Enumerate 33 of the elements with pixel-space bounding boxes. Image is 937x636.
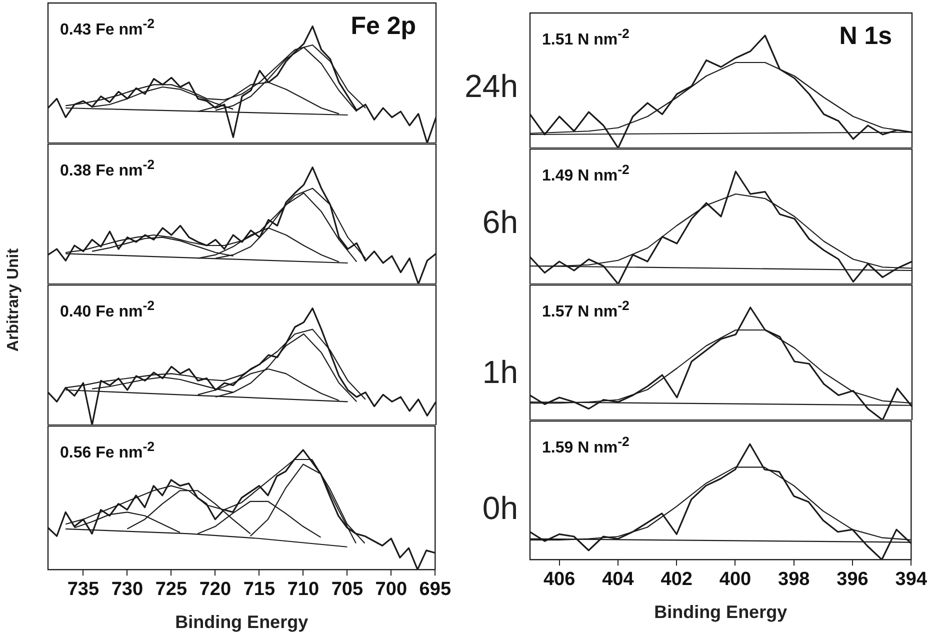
x-tick-label: 715 [243, 579, 276, 600]
text: 24h [464, 68, 518, 105]
annotation: 1.49 N nm$^{-2}$ [542, 162, 630, 186]
text: 6h [482, 204, 518, 241]
annotation: N 1s [839, 22, 892, 51]
x-tick-label: 700 [375, 579, 408, 600]
x-tick-label: 695 [419, 579, 452, 600]
annotation: 1.51 N nm$^{-2}$ [542, 26, 630, 50]
x-axis-title: Binding Energy [175, 612, 308, 632]
annotation: 0.56 Fe nm$^{-2}$ [60, 439, 155, 462]
x-tick-label: 725 [155, 579, 188, 600]
x-tick-label: 710 [287, 579, 320, 600]
annotation: 1.59 N nm$^{-2}$ [542, 434, 630, 458]
y-axis-title: Arbitrary Unit [5, 248, 23, 352]
x-tick-label: 396 [836, 569, 868, 590]
x-tick-label: 404 [602, 569, 634, 590]
x-tick-label: 398 [778, 569, 810, 590]
x-tick-label: 402 [660, 569, 692, 590]
annotation: Fe 2p [350, 12, 416, 41]
annotation: 0.43 Fe nm$^{-2}$ [60, 16, 155, 40]
x-tick-label: 394 [895, 569, 928, 590]
x-tick-label: 705 [331, 579, 364, 600]
x-tick-label: 406 [543, 569, 576, 590]
annotation: 1.57 N nm$^{-2}$ [542, 298, 630, 322]
x-tick-label: 400 [719, 569, 752, 590]
text: 1h [482, 354, 518, 391]
annotation: 0.38 Fe nm$^{-2}$ [60, 157, 155, 180]
x-axis-title: Binding Energy [654, 602, 788, 622]
text: 0h [482, 490, 518, 527]
x-tick-label: 720 [199, 579, 232, 600]
annotation: 0.40 Fe nm$^{-2}$ [60, 298, 155, 322]
x-tick-label: 735 [67, 579, 100, 600]
x-tick-label: 730 [111, 579, 144, 600]
